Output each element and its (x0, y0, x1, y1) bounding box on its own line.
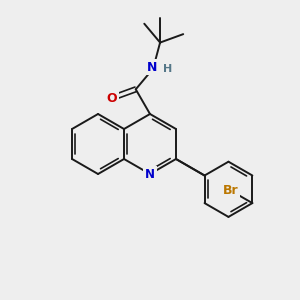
Text: O: O (106, 92, 117, 104)
Text: N: N (145, 167, 155, 181)
Text: N: N (146, 61, 157, 74)
Text: H: H (163, 64, 172, 74)
Text: Br: Br (223, 184, 238, 197)
